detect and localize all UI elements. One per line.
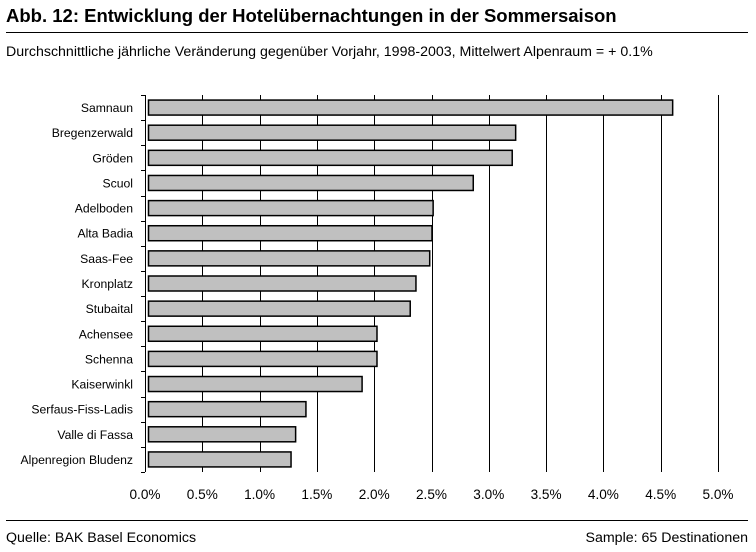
bar — [147, 124, 517, 141]
bar — [147, 224, 433, 242]
category-label: Bregenzerwald — [52, 126, 133, 140]
category-label: Gröden — [92, 151, 133, 165]
chart-title: Abb. 12: Entwicklung der Hotelübernachtu… — [6, 5, 617, 26]
bar — [147, 325, 378, 343]
x-tick-label: 4.0% — [588, 487, 619, 502]
x-tick-label: 2.0% — [359, 487, 390, 502]
category-label: Samnaun — [81, 101, 133, 115]
x-tick-label: 2.5% — [416, 487, 447, 502]
category-label: Kronplatz — [82, 277, 134, 291]
x-tick-label: 0.0% — [130, 487, 161, 502]
x-tick-label: 0.5% — [187, 487, 218, 502]
category-label: Alpenregion Bludenz — [21, 453, 133, 467]
bar — [147, 451, 292, 468]
chart-subtitle: Durchschnittliche jährliche Veränderung … — [6, 44, 653, 60]
category-label: Alta Badia — [77, 227, 133, 241]
category-label: Kaiserwinkl — [71, 378, 133, 392]
source-note: Quelle: BAK Basel Economics — [6, 530, 197, 546]
bar — [147, 250, 431, 267]
category-label: Schenna — [85, 352, 133, 366]
bar — [147, 300, 411, 317]
title-rule — [6, 32, 748, 33]
bar — [147, 199, 434, 217]
category-label: Scuol — [103, 176, 134, 190]
bar — [147, 99, 674, 116]
category-label: Adelboden — [75, 202, 133, 216]
x-tick-label: 1.5% — [301, 487, 332, 502]
x-tick-label: 4.5% — [645, 487, 676, 502]
category-label: Stubaital — [86, 302, 133, 316]
x-tick-label: 1.0% — [244, 487, 275, 502]
bar — [147, 174, 475, 192]
bar — [147, 275, 417, 292]
x-tick-label: 3.5% — [531, 487, 562, 502]
bar — [147, 350, 378, 368]
footer-rule — [6, 520, 748, 521]
category-label: Valle di Fassa — [57, 428, 133, 442]
sample-note: Sample: 65 Destinationen — [585, 530, 748, 546]
bar — [147, 426, 297, 443]
category-label: Serfaus-Fiss-Ladis — [31, 403, 133, 417]
bar — [147, 400, 307, 418]
bar — [147, 149, 513, 167]
x-tick-label: 3.0% — [473, 487, 504, 502]
category-label: Achensee — [79, 327, 133, 341]
x-tick-label: 5.0% — [703, 487, 734, 502]
bar — [147, 375, 363, 393]
category-label: Saas-Fee — [80, 252, 133, 266]
